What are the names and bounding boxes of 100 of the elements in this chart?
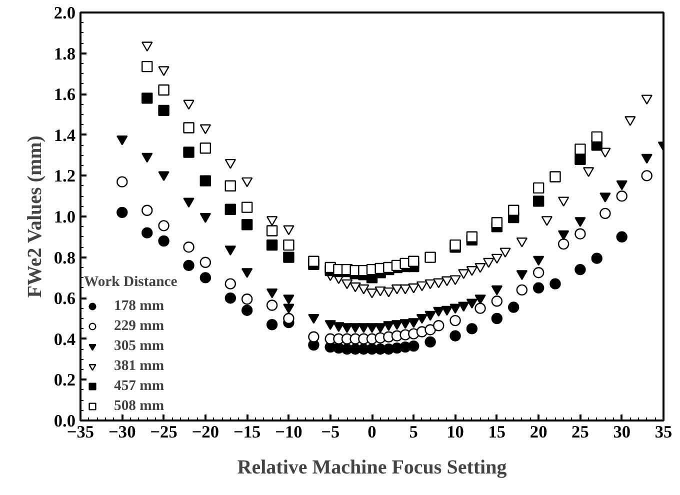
point — [241, 268, 253, 278]
y-tick-label: 0.6 — [54, 289, 76, 308]
x-tick-label: −15 — [233, 422, 262, 442]
point — [200, 175, 212, 186]
point — [366, 323, 378, 334]
legend-label: 381 mm — [114, 358, 164, 374]
point — [266, 225, 278, 236]
point — [283, 312, 294, 324]
point — [391, 320, 403, 330]
point — [224, 180, 236, 192]
point — [500, 248, 511, 258]
point — [408, 318, 420, 328]
point — [333, 322, 344, 332]
point — [508, 204, 520, 216]
point — [142, 60, 153, 72]
point — [308, 256, 320, 267]
point — [400, 319, 411, 329]
point — [591, 131, 602, 143]
legend-label: 508 mm — [114, 398, 164, 414]
point — [358, 323, 370, 334]
point — [582, 167, 594, 177]
point — [224, 204, 236, 215]
point — [374, 286, 386, 296]
x-tick-label: 10 — [446, 422, 464, 442]
y-tick-label: 1.6 — [54, 85, 76, 104]
point — [224, 246, 236, 256]
point — [408, 256, 420, 267]
legend-label: 305 mm — [114, 338, 164, 354]
point — [341, 279, 353, 290]
point — [433, 306, 444, 317]
y-tick-label: 0.4 — [54, 330, 76, 349]
x-axis-title: Relative Machine Focus Setting — [237, 456, 507, 478]
point — [424, 252, 436, 263]
point — [491, 285, 503, 296]
point — [450, 330, 461, 342]
point — [516, 237, 528, 248]
point — [266, 288, 278, 298]
y-tick-label: 1.2 — [54, 166, 76, 186]
point — [241, 202, 253, 213]
point — [600, 148, 611, 158]
point — [441, 276, 453, 286]
y-tick-label: 1.0 — [54, 208, 76, 226]
point — [616, 231, 628, 242]
point — [550, 171, 561, 182]
point — [450, 304, 461, 314]
point — [158, 104, 170, 116]
point — [466, 323, 478, 334]
point — [508, 302, 520, 313]
point — [458, 302, 470, 312]
point — [616, 180, 628, 190]
point — [591, 252, 602, 264]
legend-label: 229 mm — [114, 318, 164, 334]
point — [541, 216, 552, 226]
point — [400, 284, 411, 294]
point — [433, 278, 444, 288]
y-tick-label: 2.0 — [54, 4, 76, 22]
point — [532, 256, 544, 266]
point — [416, 281, 428, 292]
point — [142, 42, 153, 52]
point — [491, 217, 503, 228]
point — [491, 254, 503, 264]
point — [183, 260, 194, 272]
point — [366, 288, 378, 298]
point — [374, 323, 386, 334]
y-tick-label: 0.8 — [54, 248, 76, 268]
x-tick-label: 0 — [368, 422, 376, 442]
point — [558, 196, 570, 207]
point — [574, 264, 586, 276]
point — [116, 135, 128, 146]
point — [350, 282, 361, 292]
point — [158, 171, 170, 182]
point — [550, 278, 561, 290]
point — [424, 336, 436, 348]
point — [574, 217, 586, 227]
point — [474, 262, 486, 273]
point — [408, 340, 420, 352]
point — [183, 146, 194, 158]
point — [466, 298, 478, 309]
point — [532, 282, 544, 294]
point — [283, 252, 294, 263]
point — [266, 319, 278, 330]
x-tick-label: 35 — [654, 422, 672, 442]
y-tick-label: 0.2 — [54, 370, 76, 390]
point — [358, 284, 370, 294]
point — [283, 239, 294, 251]
x-tick-label: −20 — [192, 422, 220, 442]
point — [532, 182, 544, 194]
x-tick-label: −5 — [321, 422, 340, 442]
point — [641, 94, 652, 105]
point — [308, 314, 320, 324]
point — [383, 321, 394, 331]
point — [391, 284, 403, 294]
point — [641, 154, 652, 164]
x-tick-label: 15 — [488, 422, 506, 442]
point — [241, 304, 253, 316]
point — [624, 116, 636, 126]
point — [574, 154, 586, 165]
point — [183, 100, 194, 110]
point — [383, 287, 394, 298]
point — [474, 294, 486, 304]
